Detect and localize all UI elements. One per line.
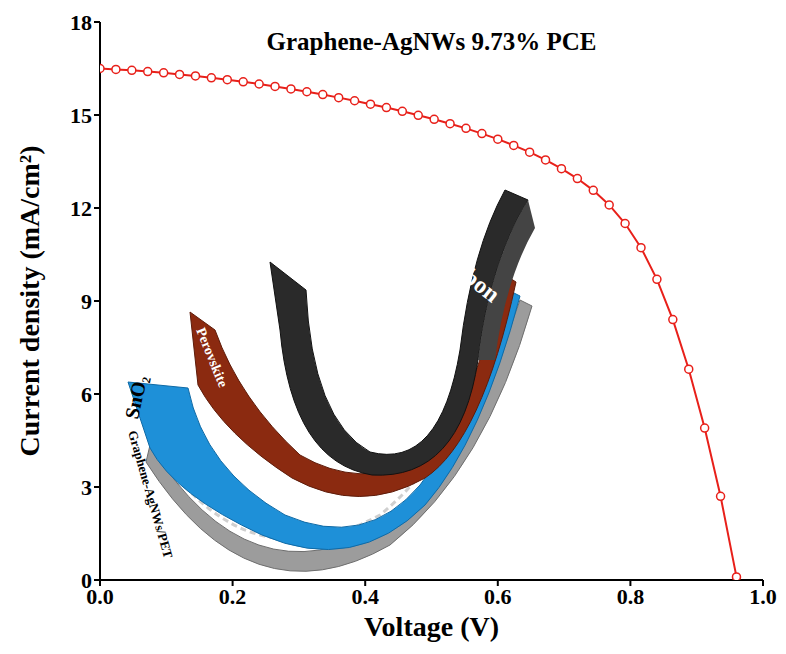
svg-text:Perovskite: Perovskite <box>193 326 230 390</box>
svg-text:6: 6 <box>81 382 92 407</box>
svg-text:Carbon: Carbon <box>427 238 505 307</box>
svg-text:0.6: 0.6 <box>484 584 512 609</box>
html-text:Voltage (V): Voltage (V) <box>364 611 499 642</box>
svg-text:0.4: 0.4 <box>351 584 379 609</box>
svg-text:1.0: 1.0 <box>749 584 777 609</box>
svg-text:0.8: 0.8 <box>617 584 645 609</box>
html-text:Current density (mA/cm²): Current density (mA/cm²) <box>14 145 45 457</box>
svg-text:Graphene-AgNWs/PET: Graphene-AgNWs/PET <box>125 429 176 561</box>
svg-text:9: 9 <box>81 289 92 314</box>
svg-text:0: 0 <box>81 568 92 593</box>
svg-text:SnO₂: SnO₂ <box>120 373 151 420</box>
html-text:Graphene-AgNWs 9.73% PCE: Graphene-AgNWs 9.73% PCE <box>266 28 597 55</box>
svg-text:15: 15 <box>70 103 92 128</box>
svg-text:3: 3 <box>81 475 92 500</box>
svg-text:12: 12 <box>70 196 92 221</box>
svg-text:18: 18 <box>70 10 92 35</box>
svg-text:0.0: 0.0 <box>86 583 114 609</box>
svg-text:0.2: 0.2 <box>219 584 247 609</box>
